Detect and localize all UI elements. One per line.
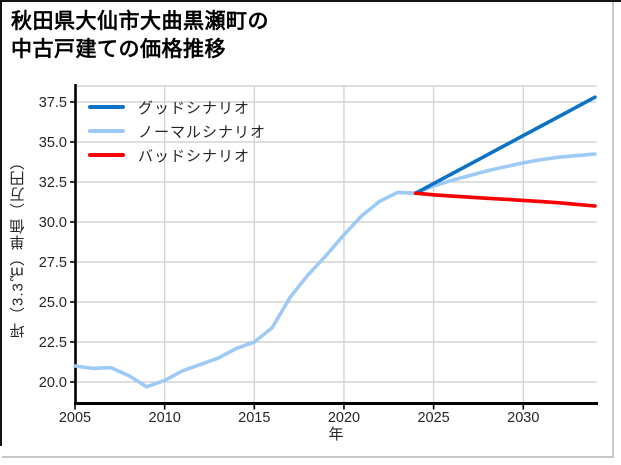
- legend-line-bad-icon: [88, 153, 125, 157]
- x-tick-label: 2015: [238, 410, 270, 426]
- legend-item-bad: バッドシナリオ: [88, 143, 266, 167]
- legend-label-normal: ノーマルシナリオ: [138, 123, 267, 141]
- x-tick-label: 2010: [149, 410, 181, 426]
- y-tick-label: 25.0: [39, 295, 67, 311]
- y-tick-label: 22.5: [39, 335, 67, 351]
- y-tick-label: 30.0: [39, 215, 67, 231]
- legend-item-normal: ノーマルシナリオ: [88, 119, 266, 143]
- figure-border-bottom: [2, 456, 613, 458]
- line-normal: [73, 152, 597, 389]
- legend-line-good-icon: [88, 105, 125, 109]
- legend-label-bad: バッドシナリオ: [138, 147, 251, 165]
- x-tick-label: 2020: [328, 410, 360, 426]
- legend-line-normal-icon: [88, 129, 125, 133]
- x-tick-label: 2030: [507, 410, 539, 426]
- line-good: [413, 95, 597, 195]
- figure-border-top: [0, 0, 621, 2]
- x-tick-label: 2025: [417, 410, 449, 426]
- y-tick-label: 32.5: [39, 175, 67, 191]
- legend-label-good: グッドシナリオ: [138, 99, 251, 117]
- legend: グッドシナリオ ノーマルシナリオ バッドシナリオ: [88, 95, 266, 167]
- line-bad: [413, 191, 597, 208]
- chart-title-line1: 秋田県大仙市大曲黒瀬町の: [11, 10, 269, 33]
- y-tick-label: 27.5: [39, 255, 67, 271]
- figure-border-left: [0, 0, 2, 446]
- y-axis-label: 坪（3.3㎡）単価（万円）: [9, 154, 27, 338]
- chart-title: 秋田県大仙市大曲黒瀬町の 中古戸建ての価格推移: [11, 8, 269, 63]
- x-tick-label: 2005: [59, 410, 91, 426]
- figure-border-right: [612, 2, 614, 458]
- legend-item-good: グッドシナリオ: [88, 95, 266, 119]
- y-tick-label: 35.0: [39, 135, 67, 151]
- chart-title-line2: 中古戸建ての価格推移: [11, 37, 226, 61]
- y-tick-label: 37.5: [39, 95, 67, 111]
- y-tick-label: 20.0: [39, 375, 67, 391]
- x-axis-label: 年: [328, 426, 344, 443]
